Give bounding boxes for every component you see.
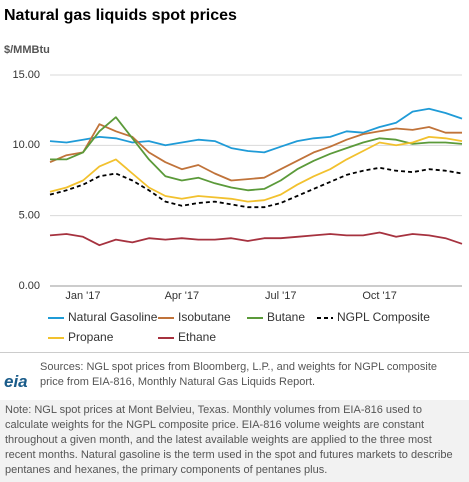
legend-label: Butane <box>267 310 305 324</box>
series-line <box>49 231 463 247</box>
legend-label: NGPL Composite <box>337 310 430 324</box>
divider <box>0 352 469 353</box>
series-line <box>50 116 463 192</box>
y-tick-label: 10.00 <box>12 139 40 151</box>
note: Note: NGL spot prices at Mont Belvieu, T… <box>0 400 469 482</box>
chart-title: Natural gas liquids spot prices <box>4 7 237 24</box>
series-line <box>49 166 463 209</box>
series-line <box>49 123 462 182</box>
series-line <box>49 136 463 203</box>
legend-label: Ethane <box>178 330 216 344</box>
y-tick-label: 5.00 <box>19 210 40 222</box>
legend-label: Natural Gasoline <box>68 310 158 324</box>
y-axis-label: $/MMBtu <box>4 44 50 56</box>
y-tick-label: 0.00 <box>19 280 40 292</box>
x-tick-label: Jan '17 <box>65 290 100 302</box>
chart: Natural gas liquids spot prices $/MMBtu … <box>4 7 463 344</box>
legend-label: Propane <box>68 330 114 344</box>
x-tick-label: Apr '17 <box>165 290 200 302</box>
x-tick-label: Jul '17 <box>265 290 296 302</box>
y-tick-label: 15.00 <box>12 69 40 81</box>
sources: Sources: NGL spot prices from Bloomberg,… <box>40 361 437 388</box>
series-line <box>49 107 463 154</box>
logo: eia <box>4 372 28 391</box>
legend-label: Isobutane <box>178 310 231 324</box>
x-tick-label: Oct '17 <box>362 290 397 302</box>
